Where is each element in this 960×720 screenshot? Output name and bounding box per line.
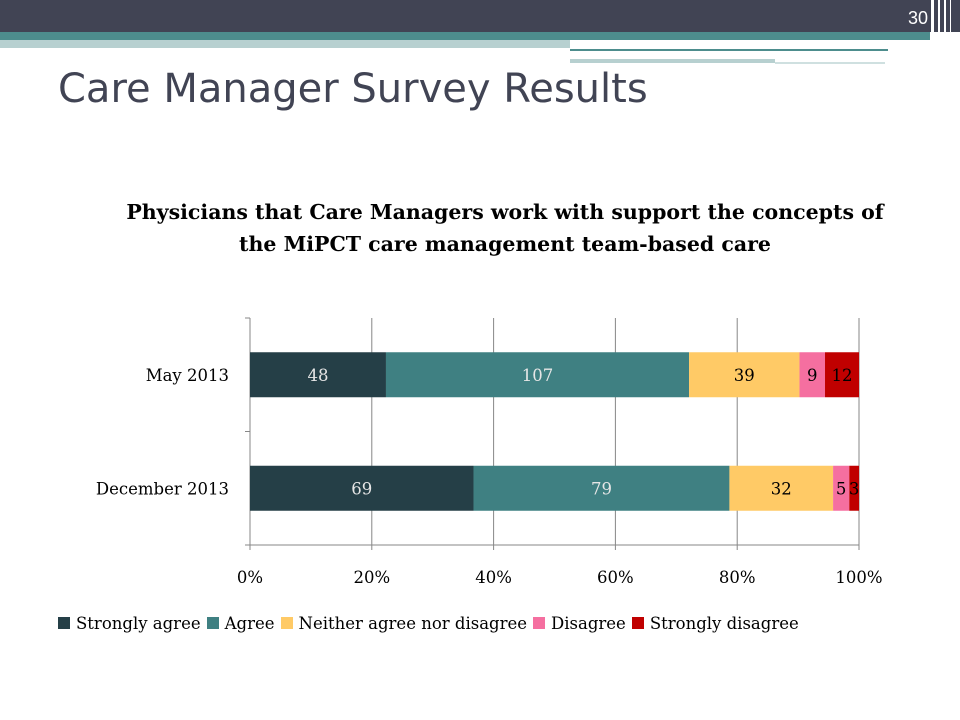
x-tick-label: 100% — [835, 568, 882, 587]
chart-title: Physicians that Care Managers work with … — [126, 200, 884, 256]
legend-swatch — [631, 617, 644, 629]
header-accent-band — [0, 32, 930, 40]
x-tick-label: 40% — [475, 568, 512, 587]
bar-segment — [833, 465, 850, 511]
data-label: 32 — [771, 479, 792, 498]
data-label: 5 — [836, 479, 847, 498]
data-label: 79 — [591, 479, 612, 498]
data-label: 48 — [307, 366, 328, 385]
data-label: 69 — [351, 479, 372, 498]
legend-item: Agree — [206, 613, 275, 633]
legend-swatch — [58, 617, 70, 629]
chart-legend: Strongly agree Agree Neither agree nor dis… — [58, 611, 948, 635]
header-rule — [570, 49, 888, 51]
bar-segment — [849, 465, 859, 511]
header-divider — [944, 0, 946, 64]
legend-label: Agree — [224, 613, 275, 633]
x-tick-label: 80% — [719, 568, 756, 587]
header-divider — [938, 0, 940, 64]
data-label: 107 — [522, 366, 554, 385]
x-tick-label: 0% — [237, 568, 263, 587]
legend-swatch — [280, 617, 293, 629]
header-rule-faint — [775, 62, 885, 64]
legend-item: Disagree — [533, 614, 626, 633]
slide-number: 30 — [907, 8, 928, 28]
legend-item: Neither agree nor disagree — [280, 613, 528, 633]
legend-label: Strongly agree — [76, 613, 201, 633]
data-label: 3 — [849, 479, 860, 498]
header-divider — [931, 0, 934, 64]
header-rule-light — [570, 59, 775, 63]
header-light-band — [0, 40, 570, 48]
x-tick-label: 20% — [353, 568, 390, 587]
bar-segment — [689, 352, 800, 398]
legend-label: Disagree — [551, 613, 626, 633]
slide-header-bar — [0, 0, 960, 32]
bar-segment — [250, 465, 474, 511]
data-label: 12 — [832, 366, 853, 385]
data-label: 39 — [734, 366, 755, 385]
data-label: 9 — [807, 366, 818, 385]
bar-segment — [473, 465, 730, 511]
x-tick-label: 60% — [597, 568, 634, 587]
legend-label: Strongly disagree — [649, 613, 799, 633]
legend-swatch — [206, 617, 219, 629]
legend-label: Neither agree nor disagree — [298, 613, 528, 633]
bar-segment — [799, 352, 826, 398]
legend-swatch — [533, 617, 546, 629]
legend-item: Strongly disagree — [631, 613, 799, 633]
legend-item: Strongly agree — [58, 614, 201, 633]
slide-title: Care Manager Survey Results — [58, 66, 648, 112]
bar-segment — [250, 352, 386, 398]
bar-segment — [729, 465, 834, 511]
header-divider — [950, 0, 951, 64]
bar-segment — [825, 352, 859, 398]
y-category-label: May 2013 — [146, 366, 229, 385]
bar-segment — [385, 352, 690, 398]
y-category-label: December 2013 — [96, 479, 229, 498]
